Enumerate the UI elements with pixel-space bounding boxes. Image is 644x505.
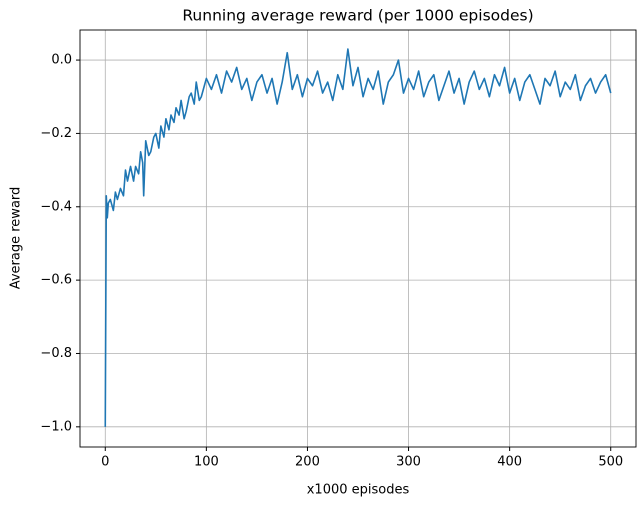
plot-frame — [79, 29, 637, 448]
y-tick-label: −1.0 — [40, 419, 72, 434]
y-tick-label: −0.4 — [40, 199, 72, 214]
y-tick-label: −0.2 — [40, 126, 72, 141]
y-tick-label: −0.8 — [40, 346, 72, 361]
y-tick-label: 0.0 — [51, 53, 72, 68]
x-tick-label: 300 — [396, 455, 421, 470]
x-tick-label: 100 — [194, 455, 219, 470]
chart-title: Running average reward (per 1000 episode… — [182, 7, 533, 25]
x-tick-label: 0 — [101, 455, 109, 470]
x-tick-label: 500 — [598, 455, 623, 470]
data-line — [104, 48, 612, 427]
x-tick-label: 400 — [497, 455, 522, 470]
x-tick-label: 200 — [295, 455, 320, 470]
y-tick-label: −0.6 — [40, 273, 72, 288]
y-axis-label: Average reward — [9, 187, 24, 290]
x-axis-label: x1000 episodes — [307, 483, 410, 498]
